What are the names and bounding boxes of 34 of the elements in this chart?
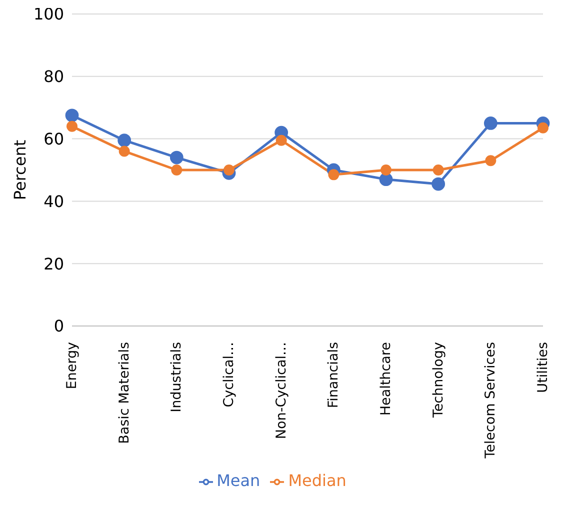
point — [171, 164, 182, 176]
x-tick-label: Healthcare — [378, 342, 394, 416]
y-tick-label: 40 — [44, 192, 64, 211]
legend-label: Mean — [216, 471, 260, 490]
point — [380, 164, 392, 176]
x-tick-label: Non-Cyclical… — [273, 342, 290, 440]
y-tick-label: 60 — [44, 129, 64, 148]
x-tick-label: Utilities — [535, 342, 551, 393]
point — [224, 164, 234, 176]
y-axis-title: Percent — [10, 140, 30, 200]
x-tick-label: Cyclical… — [221, 342, 237, 408]
x-tick-label: Technology — [430, 342, 446, 419]
point — [485, 155, 496, 166]
x-tick-label: Financials — [326, 342, 342, 408]
point — [538, 122, 548, 134]
legend-label: Median — [288, 471, 346, 490]
point — [118, 146, 130, 157]
point — [328, 169, 340, 180]
point — [432, 164, 444, 176]
point — [118, 134, 132, 148]
point — [66, 120, 78, 132]
point — [276, 134, 287, 146]
x-tick-label: Industrials — [168, 342, 185, 412]
point — [432, 177, 446, 191]
y-tick-label: 20 — [44, 254, 64, 274]
y-tick-label: 100 — [33, 4, 64, 24]
x-tick-label: Basic Materials — [116, 342, 132, 444]
point — [170, 150, 184, 164]
x-tick-label: Telecom Services — [482, 342, 499, 460]
point — [484, 116, 498, 130]
point — [65, 108, 79, 122]
x-tick-label: Energy — [64, 342, 80, 390]
y-tick-label: 80 — [44, 67, 64, 86]
y-tick-label: 0 — [54, 316, 64, 336]
